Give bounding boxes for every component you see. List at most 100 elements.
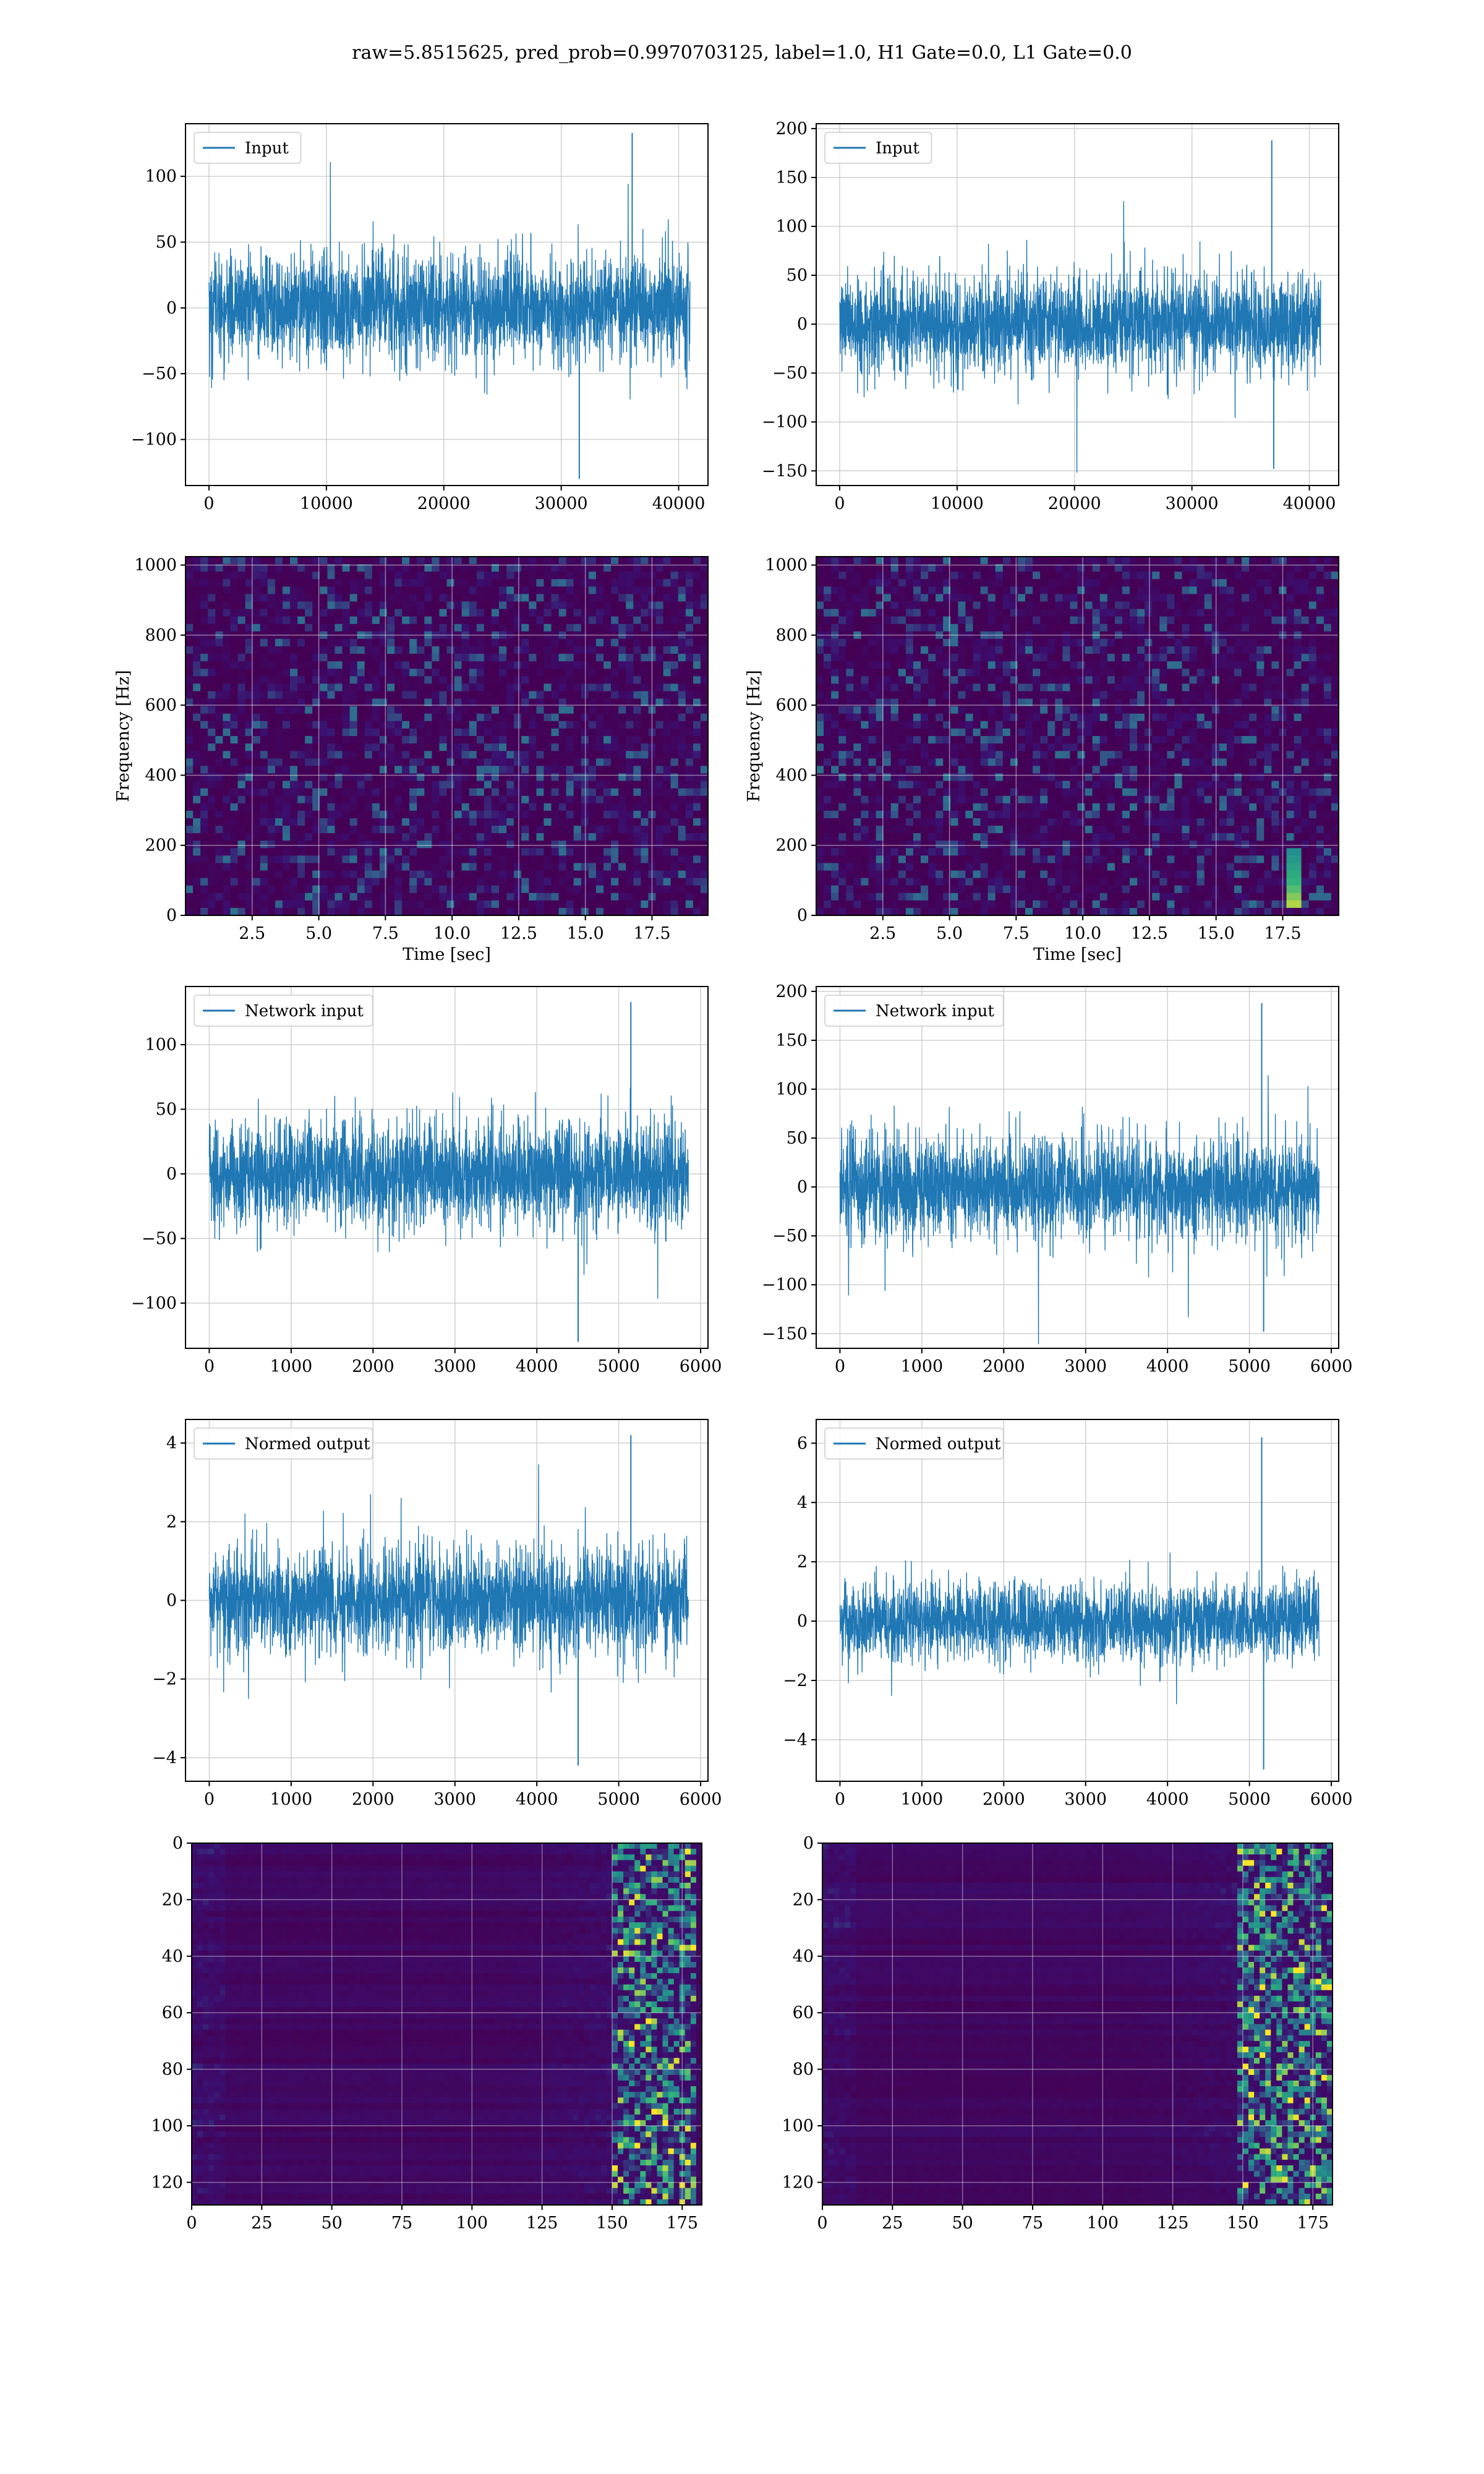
spectrogram-cell xyxy=(461,870,470,879)
spectrogram-cell xyxy=(943,841,951,849)
spectrogram-cell xyxy=(846,795,854,804)
spectrogram-cell xyxy=(921,676,929,684)
spectrogram-cell xyxy=(186,863,194,871)
spectrogram-cell xyxy=(551,892,560,901)
spectrogram-cell xyxy=(928,557,936,565)
spectrogram-cell xyxy=(846,623,854,632)
spectrogram-cell xyxy=(379,736,388,744)
spectrogram-cell xyxy=(633,758,641,766)
spectrogram-cell xyxy=(558,743,567,751)
spectrogram-cell xyxy=(670,728,679,737)
spectrogram-cell xyxy=(290,810,298,819)
spectrogram-cell xyxy=(260,900,268,909)
spectrogram-cell xyxy=(603,826,612,834)
spectrogram-cell xyxy=(372,713,380,722)
spectrogram-cell xyxy=(320,676,328,684)
spectrogram-cell xyxy=(499,810,507,819)
spectrogram-cell xyxy=(506,623,514,632)
spectrogram-cell xyxy=(1025,564,1033,572)
spectrogram-cell xyxy=(297,803,305,811)
spectrogram-cell xyxy=(936,631,944,640)
spectrogram-cell xyxy=(648,795,657,804)
spectrogram-cell xyxy=(928,810,936,819)
spectrogram-cell xyxy=(312,631,320,640)
spectrogram-cell xyxy=(943,751,951,759)
spectrogram-cell xyxy=(700,571,709,580)
spectrogram-cell xyxy=(1010,691,1018,700)
spectrogram-cell xyxy=(595,878,604,886)
spectrogram-cell xyxy=(641,713,649,722)
y-tick-label: −150 xyxy=(762,461,808,481)
spectrogram-cell xyxy=(685,751,694,759)
spectrogram-cell xyxy=(588,683,597,692)
spectrogram-cell xyxy=(678,669,686,677)
spectrogram-cell xyxy=(995,833,1004,841)
spectrogram-cell xyxy=(432,661,440,669)
spectrogram-cell xyxy=(700,743,709,751)
spectrogram-cell xyxy=(252,878,261,886)
spectrogram-cell xyxy=(394,661,403,669)
spectrogram-cell xyxy=(831,623,839,632)
spectrogram-cell xyxy=(223,586,231,594)
spectrogram-cell xyxy=(267,638,276,647)
spectrogram-cell xyxy=(432,713,440,722)
spectrogram-cell xyxy=(297,601,305,610)
spectrogram-cell xyxy=(469,773,477,782)
spectrogram-cell xyxy=(402,833,410,841)
spectrogram-cell xyxy=(282,863,291,871)
spectrogram-cell xyxy=(987,751,996,759)
spectrogram-cell xyxy=(641,586,649,594)
spectrogram-cell xyxy=(816,885,824,894)
spectrogram-cell xyxy=(913,788,921,797)
spectrogram-cell xyxy=(936,571,944,580)
spectrogram-cell xyxy=(611,751,619,759)
spectrogram-cell xyxy=(245,848,254,856)
spectrogram-cell xyxy=(529,616,537,625)
spectrogram-cell xyxy=(573,818,582,826)
spectrogram-cell xyxy=(290,878,298,886)
spectrogram-cell xyxy=(641,892,649,901)
spectrogram-cell xyxy=(1025,736,1033,744)
spectrogram-cell xyxy=(282,743,291,751)
spectrogram-cell xyxy=(536,594,545,602)
spectrogram-cell xyxy=(200,638,208,647)
spectrogram-cell xyxy=(357,571,365,580)
spectrogram-cell xyxy=(816,706,824,714)
spectrogram-cell xyxy=(536,691,545,700)
spectrogram-cell xyxy=(876,616,884,625)
spectrogram-cell xyxy=(529,803,537,811)
spectrogram-cell xyxy=(913,638,921,647)
spectrogram-cell xyxy=(544,728,552,737)
spectrogram-cell xyxy=(349,646,358,654)
spectrogram-cell xyxy=(928,870,936,879)
spectrogram-cell xyxy=(312,594,320,602)
spectrogram-cell xyxy=(282,631,291,640)
spectrogram-cell xyxy=(588,781,597,789)
spectrogram-cell xyxy=(267,855,276,863)
spectrogram-cell xyxy=(499,803,507,811)
spectrogram-cell xyxy=(868,900,877,909)
spectrogram-cell xyxy=(335,892,343,901)
spectrogram-cell xyxy=(861,781,869,789)
spectrogram-cell xyxy=(484,907,492,916)
spectrogram-cell xyxy=(618,833,626,841)
spectrogram-cell xyxy=(514,638,522,647)
spectrogram-cell xyxy=(469,870,477,879)
spectrogram-cell xyxy=(973,557,981,565)
spectrogram-cell xyxy=(335,841,343,849)
spectrogram-cell xyxy=(846,638,854,647)
spectrogram-cell xyxy=(648,810,657,819)
spectrogram-cell xyxy=(853,646,862,654)
spectrogram-cell xyxy=(853,669,862,677)
spectrogram-cell xyxy=(824,736,832,744)
spectrogram-cell xyxy=(595,631,604,640)
spectrogram-cell xyxy=(876,579,884,587)
spectrogram-cell xyxy=(905,706,914,714)
spectrogram-cell xyxy=(252,661,261,669)
spectrogram-cell xyxy=(514,623,522,632)
spectrogram-cell xyxy=(928,758,936,766)
spectrogram-cell xyxy=(693,863,701,871)
spectrogram-cell xyxy=(402,892,410,901)
spectrogram-cell xyxy=(890,713,899,722)
spectrogram-cell xyxy=(409,721,417,729)
